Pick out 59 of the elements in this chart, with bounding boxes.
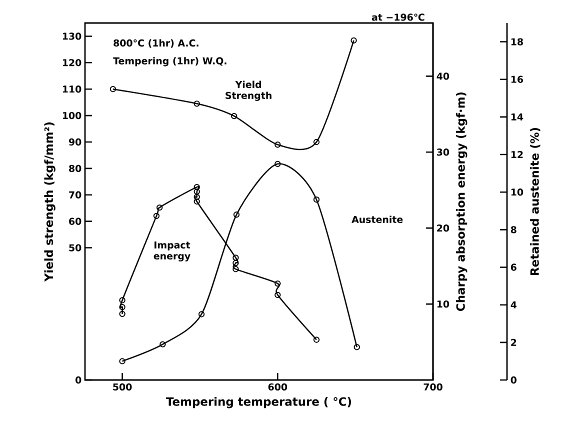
y2-tick-label: 10	[437, 300, 450, 308]
y3-tick-label: 10	[511, 188, 524, 196]
y3-axis-title: Retained austenite (%)	[530, 128, 540, 275]
y3-tick-label: 12	[511, 151, 523, 158]
y-tick-label: 70	[69, 191, 82, 198]
y3-tick-label: 2	[511, 338, 516, 346]
y3-tick-label: 4	[510, 301, 517, 308]
point	[153, 212, 160, 220]
annotation: Tempering (1hr) W.Q.	[113, 57, 226, 66]
point	[313, 196, 320, 203]
point	[313, 138, 320, 146]
y2-tick-label: 40	[436, 72, 450, 80]
x-tick-label: 500	[113, 383, 132, 391]
y-axis-title: Yield strength (kgf/mm²)	[44, 122, 56, 282]
point	[274, 280, 281, 287]
series-label: Impact energy	[154, 242, 190, 262]
y2-axis-title: Charpy absorption energy (kgf·m)	[456, 92, 468, 311]
x-tick-label: 600	[268, 383, 288, 391]
y3-tick-label: 8	[510, 226, 516, 234]
point	[198, 311, 205, 318]
y3-tick-label: 16	[511, 76, 524, 83]
text: at −196℃	[372, 14, 424, 21]
series-label: Yield Strength	[226, 80, 272, 101]
point	[119, 304, 126, 310]
y3-tick-label: 14	[511, 113, 524, 120]
point	[231, 112, 238, 120]
y-tick-label: 90	[68, 138, 82, 146]
text: Austenite	[352, 216, 403, 224]
y-tick-label: 120	[62, 59, 82, 66]
point	[232, 260, 239, 266]
point	[194, 194, 200, 200]
y-tick-label: 80	[69, 164, 82, 172]
point	[194, 188, 200, 195]
point	[160, 341, 166, 348]
y2-tick-label: 20	[437, 224, 450, 232]
y3-tick-label: 18	[511, 38, 523, 46]
x-axis-title: Tempering temperature ( °C)	[166, 397, 352, 408]
point	[194, 100, 200, 107]
y-tick-label: 130	[62, 32, 82, 40]
y-tick-label: 110	[62, 86, 82, 93]
point	[194, 184, 200, 190]
point	[274, 142, 281, 148]
y3-tick-label: 0	[510, 376, 517, 384]
point	[274, 160, 281, 168]
y-tick-label: 0	[76, 376, 82, 384]
y-tick-label: 50	[69, 244, 82, 252]
point	[119, 297, 126, 304]
point	[233, 212, 240, 218]
y-tick-label: 100	[62, 112, 82, 120]
annotation: 800°C (1hr) A.C.	[114, 39, 198, 48]
y2-tick-label: 30	[437, 148, 450, 156]
point	[232, 254, 239, 261]
y3-tick-label: 6	[510, 264, 516, 271]
point	[232, 266, 239, 272]
y-tick-label: 60	[69, 218, 82, 225]
x-tick-label: 700	[424, 383, 442, 391]
point	[274, 292, 281, 298]
point	[194, 198, 200, 205]
point	[156, 204, 163, 211]
